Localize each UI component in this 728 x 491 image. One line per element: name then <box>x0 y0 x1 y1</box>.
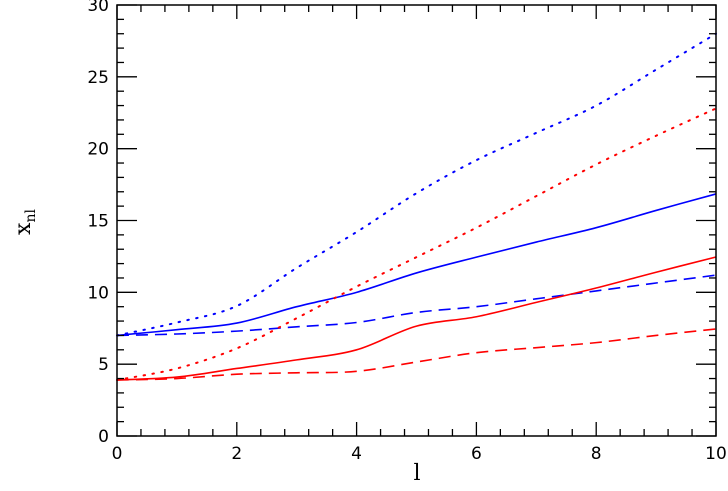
tick-labels: 0 2 4 6 8 10 0 5 10 15 20 25 30 <box>87 0 726 464</box>
axis-ticks <box>116 4 717 437</box>
y-axis-title-sub: nl <box>23 209 39 223</box>
x-tick-label: 6 <box>471 444 482 464</box>
svg-text:xnl: xnl <box>11 209 39 235</box>
x-tick-label: 8 <box>591 444 602 464</box>
x-tick-label: 4 <box>351 444 362 464</box>
y-tick-label: 20 <box>87 140 109 160</box>
y-tick-label: 30 <box>87 0 109 16</box>
y-tick-label: 15 <box>87 212 109 232</box>
series-red-dashed <box>116 328 717 381</box>
series-blue-solid <box>116 193 717 337</box>
y-tick-label: 0 <box>98 427 109 447</box>
series-red-solid <box>116 256 717 381</box>
y-tick-label: 10 <box>87 283 109 303</box>
y-tick-label: 25 <box>87 68 109 88</box>
x-tick-label: 2 <box>231 444 242 464</box>
series-blue-dashed <box>116 274 717 337</box>
series-layer <box>116 32 717 381</box>
series-blue-dotted <box>116 32 717 337</box>
x-tick-label: 10 <box>705 444 727 464</box>
x-tick-label: 0 <box>112 444 123 464</box>
x-axis-title: l <box>413 461 420 486</box>
series-red-dotted <box>116 107 717 381</box>
y-axis-title-main: x <box>11 222 36 235</box>
y-axis-title: xnl <box>11 209 39 235</box>
y-tick-label: 5 <box>98 355 109 375</box>
plot-frame <box>116 4 717 437</box>
